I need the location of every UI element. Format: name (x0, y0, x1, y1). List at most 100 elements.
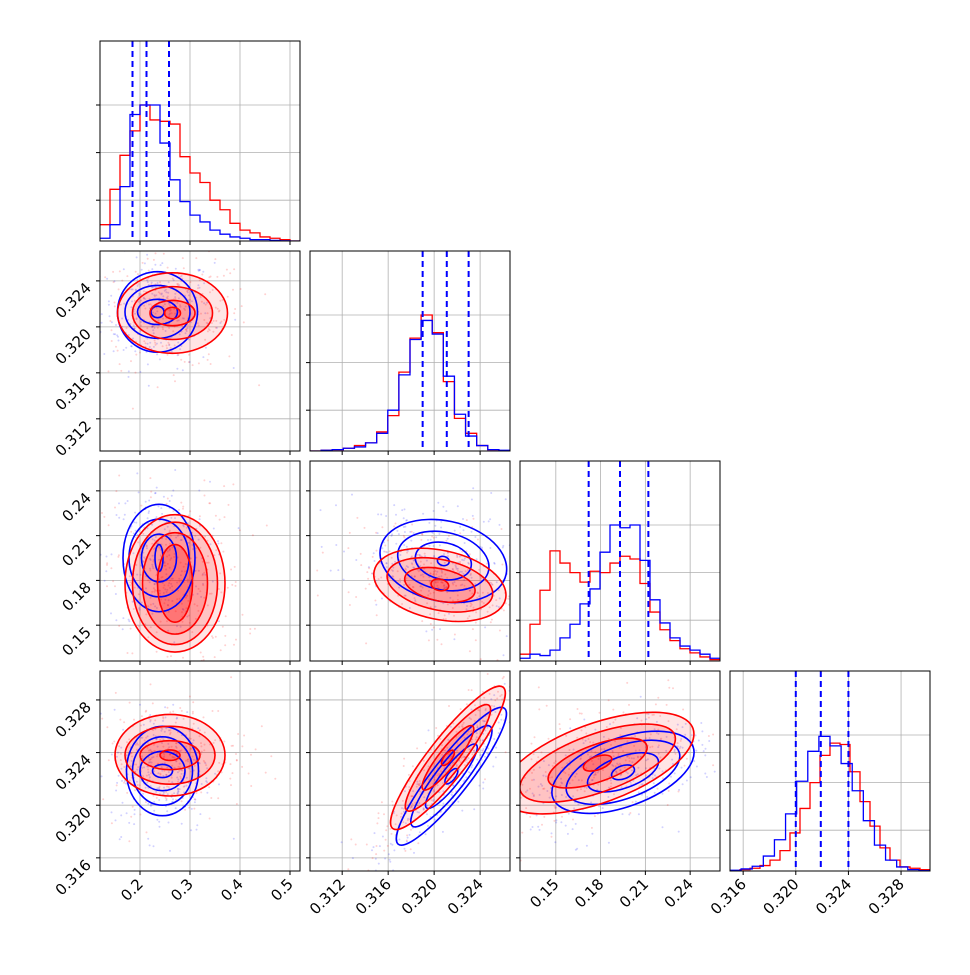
series_a-sample-point (466, 733, 469, 736)
series_b-sample-point (214, 258, 217, 261)
series_a-sample-point (191, 544, 194, 546)
series_b-sample-point (140, 715, 143, 718)
series_a-sample-point (654, 774, 656, 777)
series_a-sample-point (158, 578, 161, 581)
series_b-sample-point (194, 245, 196, 247)
series_b-sample-point (121, 279, 124, 282)
series_a-sample-point (403, 583, 406, 586)
series_a-sample-point (387, 853, 390, 856)
series_b-sample-point (469, 572, 472, 575)
series_a-sample-point (164, 598, 167, 601)
series_a-sample-point (373, 832, 376, 835)
series_a-sample-point (115, 755, 118, 758)
series_b-sample-point (626, 681, 629, 684)
series_b-sample-point (585, 732, 588, 735)
series_b-sample-point (174, 380, 176, 383)
series_b-sample-point (568, 768, 571, 770)
series_b-sample-point (133, 586, 136, 589)
series_a-sample-point (151, 565, 154, 568)
series_a-sample-point (163, 755, 166, 758)
series_a-sample-point (59, 278, 61, 280)
series_b-sample-point (152, 743, 155, 746)
series_b-sample-point (117, 555, 120, 558)
series_a-sample-point (422, 808, 425, 811)
series_b-sample-point (590, 759, 593, 762)
series_a-sample-point (626, 772, 629, 775)
series_a-histogram-1 (310, 319, 510, 451)
series_a-sample-point (480, 749, 483, 752)
series_a-sample-point (447, 738, 450, 741)
series_b-sample-point (200, 791, 203, 794)
series_a-sample-point (619, 762, 621, 765)
series_a-sample-point (574, 848, 577, 851)
series_a-sample-point (632, 757, 635, 760)
series_a-sample-point (171, 600, 174, 602)
series_a-sample-point (112, 333, 115, 336)
series_a-sample-point (159, 264, 162, 267)
series_a-sample-point (164, 288, 167, 291)
series_b-sample-point (634, 735, 637, 737)
series_b-sample-point (420, 538, 423, 541)
series_b-sample-point (647, 716, 650, 719)
series_a-sample-point (451, 761, 454, 764)
series_a-sample-point (329, 569, 332, 572)
series_b-sample-point (179, 561, 182, 564)
series_b-sample-point (134, 743, 137, 746)
series_b-sample-point (774, 710, 776, 712)
series_b-sample-point (481, 719, 484, 722)
series_b-sample-point (150, 490, 153, 493)
series_a-sample-point (591, 832, 594, 835)
series_a-sample-point (542, 760, 545, 763)
series_a-sample-point (157, 505, 160, 508)
series_a-sample-point (615, 772, 618, 775)
series_b-sample-point (517, 637, 519, 639)
series_b-sample-point (177, 780, 179, 783)
series_b-sample-point (223, 318, 226, 321)
series_b-sample-point (134, 270, 137, 273)
series_b-sample-point (171, 277, 174, 280)
series_a-sample-point (195, 828, 198, 831)
series_a-sample-point (626, 755, 629, 758)
series_a-sample-point (403, 531, 406, 533)
series_b-sample-point (151, 590, 154, 593)
series_a-sample-point (123, 513, 126, 516)
series_b-sample-point (177, 765, 180, 768)
series_a-sample-point (524, 691, 526, 693)
panel-frame (99, 460, 301, 662)
series_a-sample-point (130, 306, 133, 309)
series_b-sample-point (137, 541, 140, 544)
series_b-sample-point (92, 801, 94, 803)
series_b-sample-point (200, 300, 203, 303)
series_a-sample-point (432, 510, 435, 512)
series_b-sample-point (142, 532, 145, 535)
series_b-sample-point (186, 665, 188, 667)
series_a-sample-point (106, 277, 109, 280)
series_a-sample-point (459, 525, 462, 528)
series_b-sample-point (423, 769, 426, 772)
series_b-sample-point (177, 353, 180, 356)
series_b-sample-point (191, 710, 194, 713)
series_b-sample-point (214, 326, 217, 329)
series_b-sample-point (225, 268, 228, 271)
series-b-density-fill (142, 532, 208, 635)
series_b-sample-point (537, 756, 540, 759)
series_a-sample-point (532, 795, 535, 798)
series_b-sample-point (166, 655, 169, 658)
series_a-sample-point (547, 764, 550, 767)
series_b-sample-point (612, 721, 615, 724)
series-b-density-fill (373, 548, 506, 622)
series_b-sample-point (381, 526, 384, 529)
series_a-sample-point (176, 534, 179, 537)
series_b-sample-point (175, 746, 178, 749)
series_b-sample-point (429, 572, 432, 575)
series_a-sample-point (136, 768, 139, 771)
series_a-sample-point (425, 559, 428, 562)
series_b-sample-point (147, 605, 150, 608)
series_a-sample-point (168, 729, 170, 732)
series_a-sample-point (547, 583, 549, 585)
series_b-sample-point (199, 651, 202, 654)
series_b-contour-level-0 (156, 543, 194, 623)
series_a-sample-point (473, 808, 476, 811)
series_a-sample-point (136, 278, 139, 281)
series_b-sample-point (249, 632, 252, 635)
